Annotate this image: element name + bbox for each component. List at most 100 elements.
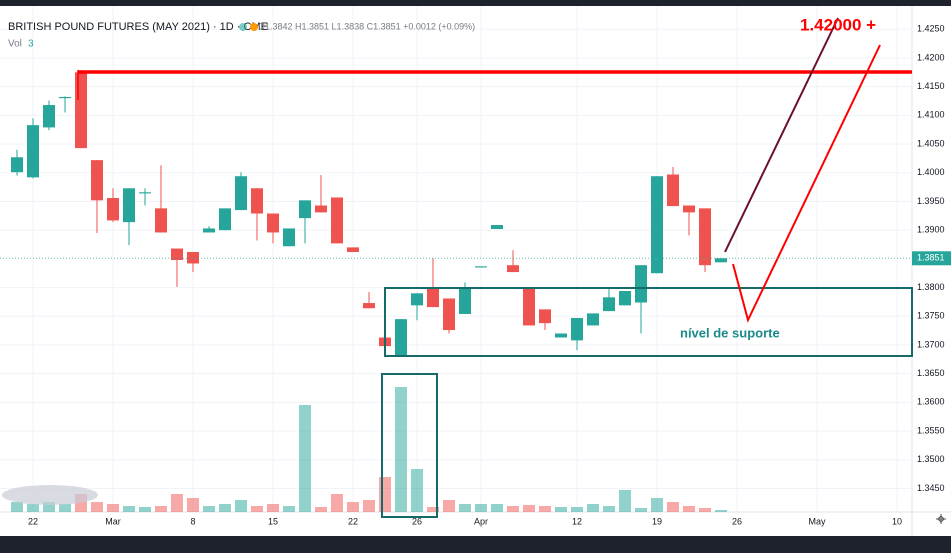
candle-body bbox=[459, 288, 471, 314]
volume-bar bbox=[283, 506, 295, 512]
candle-body bbox=[507, 265, 519, 273]
y-tick-label: 1.3900 bbox=[917, 225, 945, 235]
x-tick-label: Apr bbox=[474, 516, 488, 526]
candle-body bbox=[523, 288, 535, 326]
candle-body bbox=[683, 205, 695, 213]
volume-bar bbox=[155, 506, 167, 512]
last-price-label: 1.3851 bbox=[917, 253, 945, 263]
projection-line bbox=[724, 17, 839, 253]
candle-body bbox=[491, 225, 503, 230]
volume-bar bbox=[187, 498, 199, 512]
candle-body bbox=[27, 125, 39, 178]
volume-bar bbox=[171, 494, 183, 512]
volume-bar bbox=[699, 508, 711, 512]
candle-body bbox=[75, 72, 87, 149]
support-box bbox=[384, 287, 913, 357]
candle-body bbox=[395, 319, 407, 356]
candle-body bbox=[123, 188, 135, 223]
candle-body bbox=[315, 205, 327, 213]
y-tick-label: 1.4150 bbox=[917, 81, 945, 91]
candle-body bbox=[443, 298, 455, 331]
candle-body bbox=[555, 333, 567, 338]
volume-bar bbox=[59, 504, 71, 512]
candle-body bbox=[283, 228, 295, 247]
settings-icon bbox=[936, 514, 946, 524]
y-tick-label: 1.4050 bbox=[917, 138, 945, 148]
volume-bar bbox=[395, 387, 407, 512]
volume-bar bbox=[347, 502, 359, 512]
x-tick-label: May bbox=[808, 516, 826, 526]
candle-body bbox=[91, 160, 103, 201]
volume-bar bbox=[635, 508, 647, 512]
volume-bar bbox=[107, 504, 119, 512]
volume-bar bbox=[523, 505, 535, 512]
candle-body bbox=[11, 157, 23, 173]
y-tick-label: 1.3450 bbox=[917, 483, 945, 493]
volume-bar bbox=[123, 506, 135, 512]
y-tick-label: 1.4100 bbox=[917, 110, 945, 120]
candle-body bbox=[411, 293, 423, 306]
volume-bar bbox=[555, 507, 567, 512]
candle-body bbox=[155, 208, 167, 233]
x-tick-label: 12 bbox=[572, 516, 582, 526]
axis-layer: 1.4250 1.4200 1.4150 1.4100 1.4050 1.4000 1.39… bbox=[0, 24, 951, 526]
x-tick-label: 10 bbox=[892, 516, 902, 526]
candle-body bbox=[571, 317, 583, 341]
candle-body bbox=[699, 208, 711, 266]
x-tick-label: 26 bbox=[412, 516, 422, 526]
y-tick-label: 1.3600 bbox=[917, 397, 945, 407]
volume-bar bbox=[363, 500, 375, 512]
volume-label: Vol bbox=[8, 39, 22, 50]
x-tick-label: 26 bbox=[732, 516, 742, 526]
x-tick-label: 22 bbox=[28, 516, 38, 526]
volume-box bbox=[381, 373, 438, 518]
volume-bar bbox=[91, 502, 103, 512]
candle-body bbox=[427, 288, 439, 308]
volume-bar bbox=[539, 506, 551, 512]
volume-bar bbox=[315, 507, 327, 512]
candle-body bbox=[107, 198, 119, 221]
volume-bar bbox=[603, 506, 615, 512]
y-tick-label: 1.3950 bbox=[917, 196, 945, 206]
volume-bar bbox=[11, 502, 23, 512]
status-dot bbox=[239, 23, 247, 31]
candle-body bbox=[43, 105, 55, 128]
volume-bar bbox=[299, 405, 311, 512]
candle-body bbox=[59, 97, 71, 99]
y-tick-label: 1.4000 bbox=[917, 167, 945, 177]
candle-body bbox=[251, 188, 263, 214]
volume-bar bbox=[267, 504, 279, 512]
candle-body bbox=[235, 176, 247, 211]
x-tick-label: 15 bbox=[268, 516, 278, 526]
x-tick-label: 19 bbox=[652, 516, 662, 526]
volume-bar bbox=[459, 504, 471, 512]
candle-body bbox=[651, 176, 663, 274]
volume-bar bbox=[27, 504, 39, 512]
volume-bar bbox=[203, 506, 215, 512]
volume-bar bbox=[139, 507, 151, 512]
volume-bar bbox=[331, 494, 343, 512]
volume-bar bbox=[427, 507, 439, 512]
x-tick-label: Mar bbox=[105, 516, 121, 526]
candle-body bbox=[475, 266, 487, 268]
y-tick-label: 1.3800 bbox=[917, 282, 945, 292]
volume-bar bbox=[715, 510, 727, 512]
y-tick-label: 1.3650 bbox=[917, 368, 945, 378]
y-tick-label: 1.3750 bbox=[917, 311, 945, 321]
volume-bar bbox=[491, 504, 503, 512]
volume-bar bbox=[571, 507, 583, 512]
candle-body bbox=[603, 297, 615, 312]
chart-title: BRITISH POUND FUTURES (MAY 2021) · 1D · … bbox=[8, 21, 268, 33]
candle-body bbox=[715, 258, 727, 263]
target-annotation: 1.42000 + bbox=[800, 15, 876, 34]
volume-bar bbox=[651, 498, 663, 512]
candle-body bbox=[635, 265, 647, 303]
candle-body bbox=[619, 291, 631, 306]
support-annotation: nível de suporte bbox=[680, 325, 780, 340]
volume-bar bbox=[251, 506, 263, 512]
volume-bar bbox=[219, 504, 231, 512]
volume-bar bbox=[619, 490, 631, 512]
ohlc-legend: O1.3842 H1.3851 L1.3838 C1.3851 +0.0012 … bbox=[258, 21, 475, 31]
